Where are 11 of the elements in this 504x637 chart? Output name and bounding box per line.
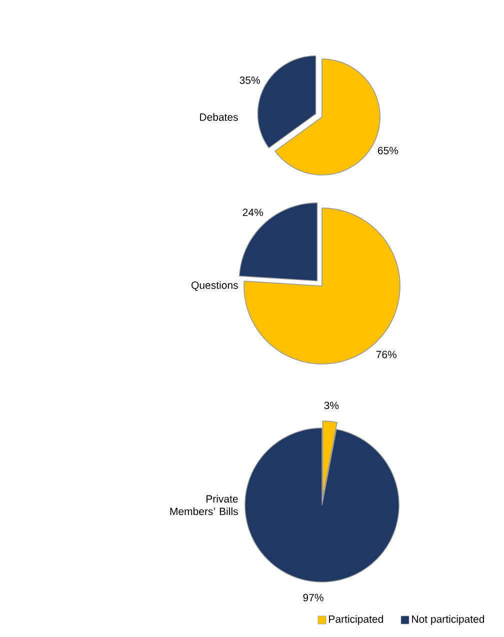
text: Private Members’ Bills xyxy=(170,494,238,516)
data-label: 76% xyxy=(376,350,396,358)
text: Questions xyxy=(192,281,238,291)
data-label: 24% xyxy=(242,208,263,216)
legend-label: Participated xyxy=(329,615,383,625)
text: Debates xyxy=(200,113,238,121)
data-label: 65% xyxy=(378,146,398,154)
legend-label: Not participated xyxy=(412,615,484,625)
data-label: 35% xyxy=(240,76,260,84)
data-label: 3% xyxy=(324,402,339,410)
data-label: 97% xyxy=(303,594,324,602)
